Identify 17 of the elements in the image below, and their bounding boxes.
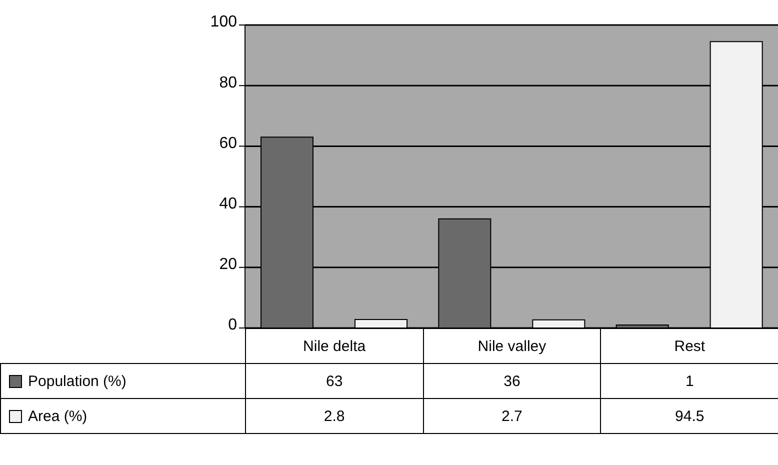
x-tick-label: Nile delta <box>245 328 424 364</box>
y-tick-label: 100 <box>210 14 238 31</box>
legend-label: Population (%) <box>0 363 246 399</box>
y-tick-label: 60 <box>219 134 238 152</box>
legend-label: Area (%) <box>0 398 246 434</box>
y-tick-label: 0 <box>228 316 238 334</box>
data-label: 1 <box>600 363 778 399</box>
y-tick-label: 40 <box>219 195 238 212</box>
x-tick-label: Nile valley <box>422 328 602 364</box>
y-tick-label: 80 <box>219 74 238 92</box>
y-tick-label: 20 <box>219 256 238 274</box>
data-label: 36 <box>422 363 602 399</box>
data-label: 63 <box>245 363 424 399</box>
data-label: 2.8 <box>245 398 424 434</box>
data-label: 2.7 <box>422 398 602 434</box>
x-tick-label: Rest <box>600 328 778 364</box>
data-label: 94.5 <box>600 398 778 434</box>
